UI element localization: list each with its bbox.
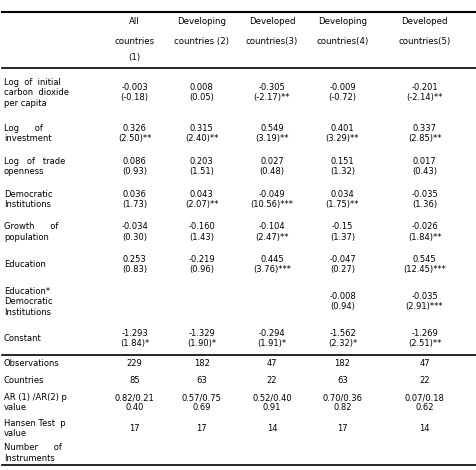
Text: 0.82/0.21
0.40: 0.82/0.21 0.40 [114,393,154,412]
Text: -0.034
(0.30): -0.034 (0.30) [121,222,148,242]
Text: -1.329
(1.90)*: -1.329 (1.90)* [187,329,216,348]
Text: 0.445
(3.76)***: 0.445 (3.76)*** [252,255,290,274]
Text: 182: 182 [334,359,350,368]
Text: -1.562
(2.32)*: -1.562 (2.32)* [327,329,357,348]
Text: 229: 229 [126,359,142,368]
Text: -0.003
(-0.18): -0.003 (-0.18) [120,83,148,102]
Text: 0.017
(0.43): 0.017 (0.43) [411,157,436,176]
Text: 0.203
(1.51): 0.203 (1.51) [189,157,214,176]
Text: 17: 17 [337,424,347,433]
Text: -0.035
(1.36): -0.035 (1.36) [410,189,437,209]
Text: 0.545
(12.45)***: 0.545 (12.45)*** [402,255,445,274]
Text: -1.269
(2.51)**: -1.269 (2.51)** [407,329,440,348]
Text: -0.026
(1.84)**: -0.026 (1.84)** [407,222,440,242]
Text: Democratic
Institutions: Democratic Institutions [4,189,52,209]
Text: 47: 47 [418,359,429,368]
Text: 0.337
(2.85)**: 0.337 (2.85)** [407,124,440,143]
Text: 63: 63 [196,376,207,385]
Text: Countries: Countries [4,376,44,385]
Text: 0.253
(0.83): 0.253 (0.83) [122,255,147,274]
Text: 63: 63 [337,376,347,385]
Text: 0.549
(3.19)**: 0.549 (3.19)** [255,124,288,143]
Text: 0.52/0.40
0.91: 0.52/0.40 0.91 [251,393,291,412]
Text: -0.294
(1.91)*: -0.294 (1.91)* [257,329,286,348]
Text: Developing: Developing [317,17,366,26]
Text: (1): (1) [128,54,140,63]
Text: Developed: Developed [400,17,447,26]
Text: countries(4): countries(4) [316,37,368,46]
Text: Developed: Developed [248,17,295,26]
Text: Growth      of
population: Growth of population [4,222,58,242]
Text: -0.201
(-2.14)**: -0.201 (-2.14)** [406,83,442,102]
Text: All: All [129,17,139,26]
Text: 14: 14 [418,424,429,433]
Text: Log  of  initial
carbon  dioxide
per capita: Log of initial carbon dioxide per capita [4,78,69,108]
Text: -1.293
(1.84)*: -1.293 (1.84)* [119,329,149,348]
Text: -0.047
(0.27): -0.047 (0.27) [328,255,355,274]
Text: Developing: Developing [177,17,226,26]
Text: 0.57/0.75
0.69: 0.57/0.75 0.69 [181,393,221,412]
Text: AR (1) /AR(2) p
value: AR (1) /AR(2) p value [4,393,67,412]
Text: 0.315
(2.40)**: 0.315 (2.40)** [185,124,218,143]
Text: 14: 14 [266,424,277,433]
Text: -0.049
(10.56)***: -0.049 (10.56)*** [250,189,293,209]
Text: 0.326
(2.50)**: 0.326 (2.50)** [118,124,151,143]
Text: 0.086
(0.93): 0.086 (0.93) [122,157,147,176]
Text: -0.15
(1.37): -0.15 (1.37) [329,222,354,242]
Text: -0.305
(-2.17)**: -0.305 (-2.17)** [253,83,289,102]
Text: countries(3): countries(3) [245,37,298,46]
Text: 47: 47 [266,359,277,368]
Text: 0.151
(1.32): 0.151 (1.32) [329,157,354,176]
Text: 0.401
(3.29)**: 0.401 (3.29)** [325,124,358,143]
Text: 17: 17 [129,424,139,433]
Text: -0.160
(1.43): -0.160 (1.43) [188,222,215,242]
Text: Log      of
investment: Log of investment [4,124,51,143]
Text: 85: 85 [129,376,139,385]
Text: 22: 22 [418,376,429,385]
Text: 182: 182 [193,359,209,368]
Text: Education: Education [4,260,46,269]
Text: 17: 17 [196,424,207,433]
Text: 0.07/0.18
0.62: 0.07/0.18 0.62 [404,393,444,412]
Text: Hansen Test  p
value: Hansen Test p value [4,419,65,438]
Text: 0.008
(0.05): 0.008 (0.05) [189,83,214,102]
Text: 0.70/0.36
0.82: 0.70/0.36 0.82 [322,393,362,412]
Text: 22: 22 [266,376,277,385]
Text: countries: countries [114,37,154,46]
Text: -0.104
(2.47)**: -0.104 (2.47)** [255,222,288,242]
Text: Number      of
Instruments: Number of Instruments [4,443,61,463]
Text: -0.219
(0.96): -0.219 (0.96) [188,255,215,274]
Text: Education*
Democratic
Institutions: Education* Democratic Institutions [4,287,52,316]
Text: -0.009
(-0.72): -0.009 (-0.72) [328,83,356,102]
Text: Constant: Constant [4,334,41,343]
Text: Log   of   trade
openness: Log of trade openness [4,157,65,176]
Text: 0.036
(1.73): 0.036 (1.73) [122,189,147,209]
Text: 0.043
(2.07)**: 0.043 (2.07)** [185,189,218,209]
Text: -0.035
(2.91)***: -0.035 (2.91)*** [405,292,442,311]
Text: -0.008
(0.94): -0.008 (0.94) [328,292,355,311]
Text: 0.034
(1.75)**: 0.034 (1.75)** [325,189,358,209]
Text: 0.027
(0.48): 0.027 (0.48) [259,157,284,176]
Text: Observations: Observations [4,359,59,368]
Text: countries (2): countries (2) [174,37,229,46]
Text: countries(5): countries(5) [397,37,450,46]
